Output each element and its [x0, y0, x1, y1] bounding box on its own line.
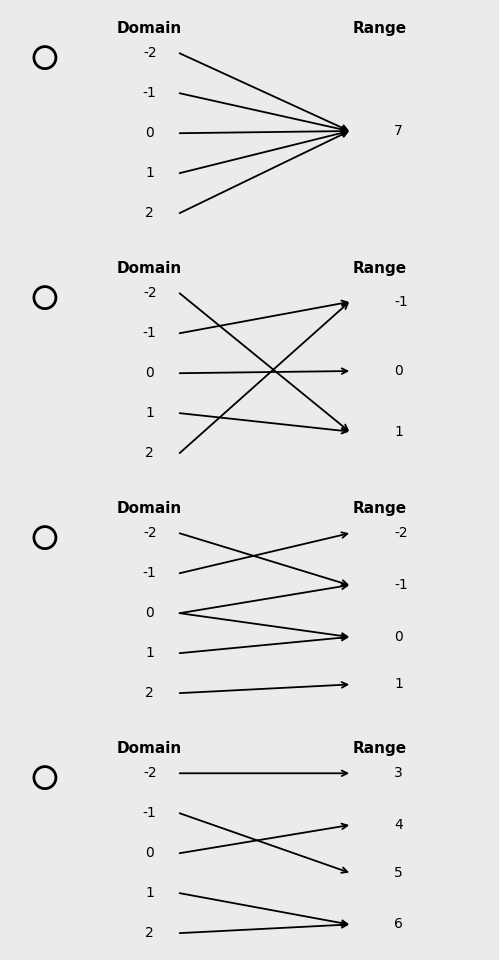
- Text: 4: 4: [394, 818, 403, 832]
- Text: 0: 0: [394, 364, 403, 378]
- Text: -2: -2: [143, 526, 157, 540]
- Text: 1: 1: [145, 166, 154, 180]
- Text: -1: -1: [394, 295, 408, 309]
- Text: -2: -2: [394, 526, 408, 540]
- Text: Domain: Domain: [117, 501, 182, 516]
- Text: Range: Range: [352, 741, 406, 756]
- Text: 1: 1: [394, 424, 403, 439]
- Text: -2: -2: [143, 46, 157, 60]
- Text: 0: 0: [145, 126, 154, 140]
- Text: 1: 1: [145, 886, 154, 900]
- Text: Domain: Domain: [117, 21, 182, 36]
- Text: 5: 5: [394, 866, 403, 879]
- Text: 3: 3: [394, 766, 403, 780]
- Text: 0: 0: [145, 846, 154, 860]
- Text: -1: -1: [143, 806, 157, 820]
- Text: 0: 0: [145, 366, 154, 380]
- Text: Domain: Domain: [117, 741, 182, 756]
- Text: 2: 2: [145, 686, 154, 700]
- Text: -1: -1: [143, 326, 157, 340]
- Text: 1: 1: [394, 678, 403, 691]
- Text: -1: -1: [143, 86, 157, 100]
- Text: 7: 7: [394, 124, 403, 138]
- Text: 2: 2: [145, 206, 154, 220]
- Text: 2: 2: [145, 926, 154, 940]
- Text: -1: -1: [143, 566, 157, 580]
- Text: 2: 2: [145, 446, 154, 460]
- Text: -2: -2: [143, 286, 157, 300]
- Text: Domain: Domain: [117, 261, 182, 276]
- Text: 1: 1: [145, 406, 154, 420]
- Text: Range: Range: [352, 261, 406, 276]
- Text: -2: -2: [143, 766, 157, 780]
- Text: Range: Range: [352, 21, 406, 36]
- Text: 0: 0: [394, 630, 403, 644]
- Text: 6: 6: [394, 918, 403, 931]
- Text: -1: -1: [394, 578, 408, 592]
- Text: 0: 0: [145, 606, 154, 620]
- Text: Range: Range: [352, 501, 406, 516]
- Text: 1: 1: [145, 646, 154, 660]
